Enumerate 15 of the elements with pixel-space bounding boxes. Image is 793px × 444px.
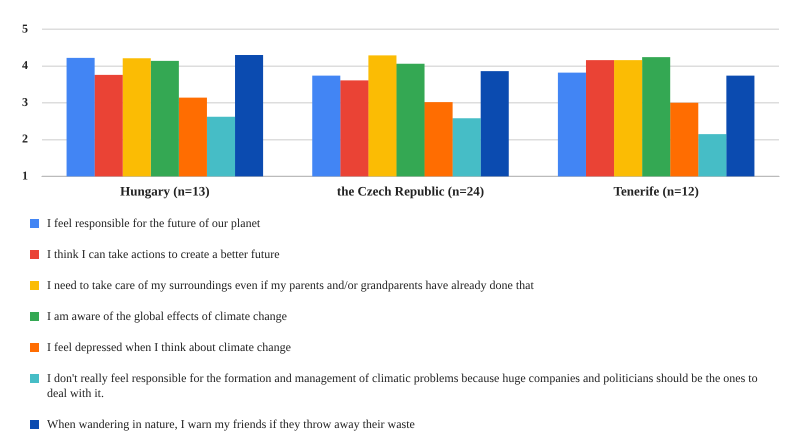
- legend-label: When wandering in nature, I warn my friends if they throw away their waste: [47, 417, 415, 432]
- y-tick-label: 4: [22, 58, 28, 72]
- legend-label: I am aware of the global effects of climate change: [47, 309, 287, 324]
- legend-label: I feel depressed when I think about climate change: [47, 340, 291, 355]
- x-tick-label: Tenerife (n=12): [614, 184, 699, 199]
- legend-label: I think I can take actions to create a better future: [47, 247, 280, 262]
- legend-label: I feel responsible for the future of our planet: [47, 216, 260, 231]
- x-tick-label: Hungary (n=13): [120, 184, 210, 199]
- x-tick-label: the Czech Republic (n=24): [336, 184, 484, 199]
- y-tick-label: 3: [22, 94, 28, 109]
- y-tick-label: 5: [22, 21, 28, 36]
- y-tick-label: 2: [22, 132, 28, 146]
- legend-label: I need to take care of my surroundings even if my parents and/or grandparents have already done that: [47, 278, 534, 293]
- y-tick-label: 1: [22, 168, 28, 182]
- legend-label: I don't really feel responsible for the formation and management of climatic problems because huge companies and politicians should be the ones to deal with it.: [47, 371, 759, 401]
